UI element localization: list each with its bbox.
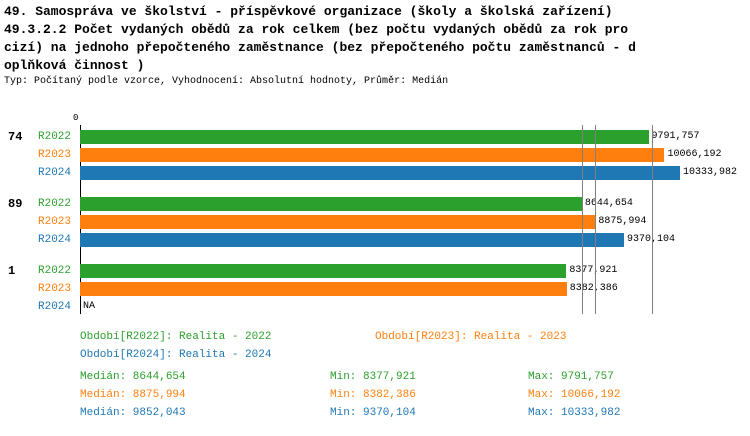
- value-label-r2024-group-1: NA: [83, 301, 96, 312]
- x-axis-origin-label: 0: [73, 113, 79, 123]
- bar-r2022-group-1: [80, 264, 567, 278]
- series-label-r2023: R2023: [38, 216, 72, 228]
- bar-r2022-group-74: [80, 130, 649, 144]
- bar-r2022-group-89: [80, 197, 582, 211]
- group-label-74: 74: [8, 130, 23, 144]
- legend-period-r2024: Období[R2024]: Realita - 2024: [80, 349, 272, 361]
- bar-chart: 0 74 R2022 9791,757 R2023 10066,192 R2024 1033…: [0, 112, 750, 317]
- legend-median-r2023: Medián: 8875,994: [80, 389, 186, 401]
- legend-min-r2023: Min: 8382,386: [330, 389, 416, 401]
- series-label-r2022: R2022: [38, 198, 72, 210]
- legend-min-r2022: Min: 8377,921: [330, 371, 416, 383]
- group-label-89: 89: [8, 197, 23, 211]
- report-title-line-3: cizí) na jednoho přepočteného zaměstnanc…: [4, 40, 636, 55]
- value-label-r2022-group-89: 8644,654: [584, 198, 633, 209]
- legend-period-r2022: Období[R2022]: Realita - 2022: [80, 331, 272, 343]
- value-label-r2022-group-74: 9791,757: [651, 131, 700, 142]
- bar-r2024-group-74: [80, 166, 680, 180]
- series-label-r2023: R2023: [38, 149, 72, 161]
- series-label-r2023: R2023: [38, 283, 72, 295]
- series-label-r2022: R2022: [38, 131, 72, 143]
- group-label-1: 1: [8, 264, 16, 278]
- report-title-line-2: 49.3.2.2 Počet vydaných obědů za rok cel…: [4, 22, 629, 37]
- report-title-line-4: oplňková činnost ): [4, 58, 145, 73]
- series-label-r2024: R2024: [38, 301, 72, 313]
- legend-max-r2022: Max: 9791,757: [528, 371, 614, 383]
- median-line: [595, 125, 597, 314]
- legend-max-r2023: Max: 10066,192: [528, 389, 621, 401]
- value-label-r2022-group-1: 8377,921: [569, 265, 618, 276]
- bar-r2024-group-89: [80, 233, 625, 247]
- median-line: [581, 125, 583, 314]
- value-label-r2023-group-1: 8382,386: [569, 283, 618, 294]
- bar-r2023-group-74: [80, 148, 665, 162]
- legend-period-r2023: Období[R2023]: Realita - 2023: [375, 331, 567, 343]
- legend-median-r2024: Medián: 9852,043: [80, 407, 186, 419]
- value-label-r2024-group-74: 10333,982: [682, 167, 737, 178]
- value-label-r2023-group-89: 8875,994: [598, 216, 647, 227]
- series-label-r2022: R2022: [38, 265, 72, 277]
- legend-median-r2022: Medián: 8644,654: [80, 371, 186, 383]
- value-label-r2023-group-74: 10066,192: [667, 149, 722, 160]
- series-label-r2024: R2024: [38, 234, 72, 246]
- bar-r2023-group-1: [80, 282, 567, 296]
- report-subtitle: Typ: Počítaný podle vzorce, Vyhodnocení:…: [4, 76, 449, 87]
- report-title-line-1: 49. Samospráva ve školství - příspěvkové…: [4, 4, 613, 19]
- legend-min-r2024: Min: 9370,104: [330, 407, 416, 419]
- series-label-r2024: R2024: [38, 167, 72, 179]
- median-line: [652, 125, 654, 314]
- bar-r2023-group-89: [80, 215, 596, 229]
- legend-max-r2024: Max: 10333,982: [528, 407, 621, 419]
- value-label-r2024-group-89: 9370,104: [627, 233, 675, 247]
